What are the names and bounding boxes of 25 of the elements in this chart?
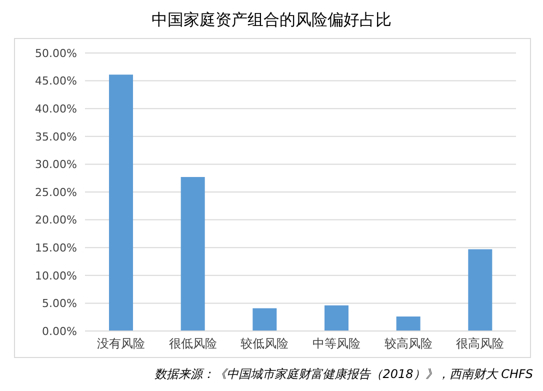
y-tick-label: 40.00% [35, 102, 77, 116]
bar [180, 176, 205, 331]
y-tick-label: 25.00% [35, 186, 77, 199]
x-tick-label: 没有风险 [96, 336, 145, 351]
y-tick-label: 10.00% [35, 269, 77, 282]
x-tick-label: 较高风险 [384, 336, 432, 351]
x-tick-label: 中等风险 [312, 336, 360, 351]
y-tick-label: 30.00% [35, 158, 77, 172]
bar [324, 305, 348, 331]
x-tick-label: 较低风险 [240, 336, 289, 351]
bar [468, 249, 492, 331]
chart-title: 中国家庭资产组合的风险偏好占比 [150, 9, 392, 31]
x-tick-label: 很低风险 [168, 336, 217, 351]
y-tick-label: 5.00% [42, 297, 77, 310]
bar [396, 316, 420, 331]
y-tick-label: 20.00% [35, 214, 77, 227]
bar [252, 308, 277, 331]
y-tick-label: 50.00% [35, 46, 77, 60]
y-tick-label: 0.00% [42, 324, 77, 338]
source-note: 数据来源：《中国城市家庭财富健康报告（2018）》，西南财大 CHFS [154, 366, 533, 383]
bar [109, 74, 133, 331]
y-tick-label: 15.00% [35, 242, 77, 255]
y-tick-label: 35.00% [35, 130, 77, 144]
y-tick-label: 45.00% [35, 74, 77, 88]
x-tick-label: 很高风险 [456, 336, 504, 351]
